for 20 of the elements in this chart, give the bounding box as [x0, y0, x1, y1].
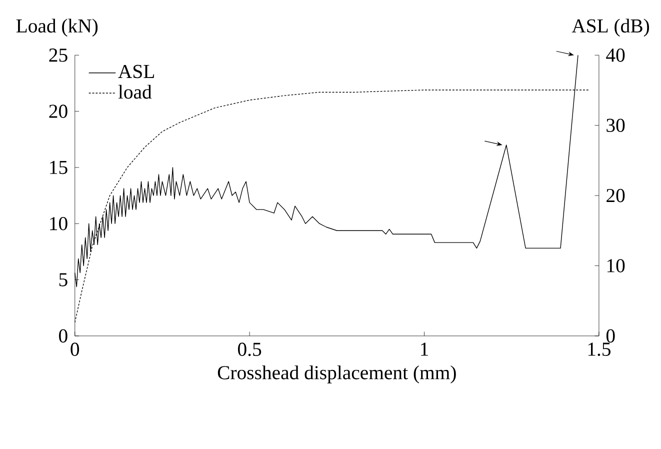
y-axis-title: Load (kN)	[16, 18, 98, 36]
y2-tick-label: 40	[606, 48, 625, 62]
x-tick-label: 1.5	[588, 342, 610, 356]
y-tick-label: 10	[50, 216, 68, 230]
legend-label: ASL	[118, 64, 154, 78]
y-tick-label: 5	[59, 273, 68, 286]
legend-label: load	[118, 84, 152, 99]
y-tick-label: 15	[50, 160, 68, 174]
x-tick-label: 0.5	[238, 342, 262, 356]
y-tick-label: 20	[49, 104, 68, 118]
x-tick-label: 0	[70, 342, 80, 356]
x-tick-label: 1	[421, 342, 428, 356]
y-tick-label: 25	[49, 48, 68, 62]
y2-tick-label: 10	[607, 258, 625, 272]
y-tick-label: 0	[59, 329, 68, 342]
y2-axis-title: ASL (dB)	[572, 18, 650, 36]
y2-tick-label: 20	[606, 188, 625, 202]
y2-tick-label: 0	[606, 329, 615, 342]
y2-tick-label: 30	[606, 118, 625, 132]
x-axis-title: Crosshead displacement (mm)	[218, 365, 456, 384]
